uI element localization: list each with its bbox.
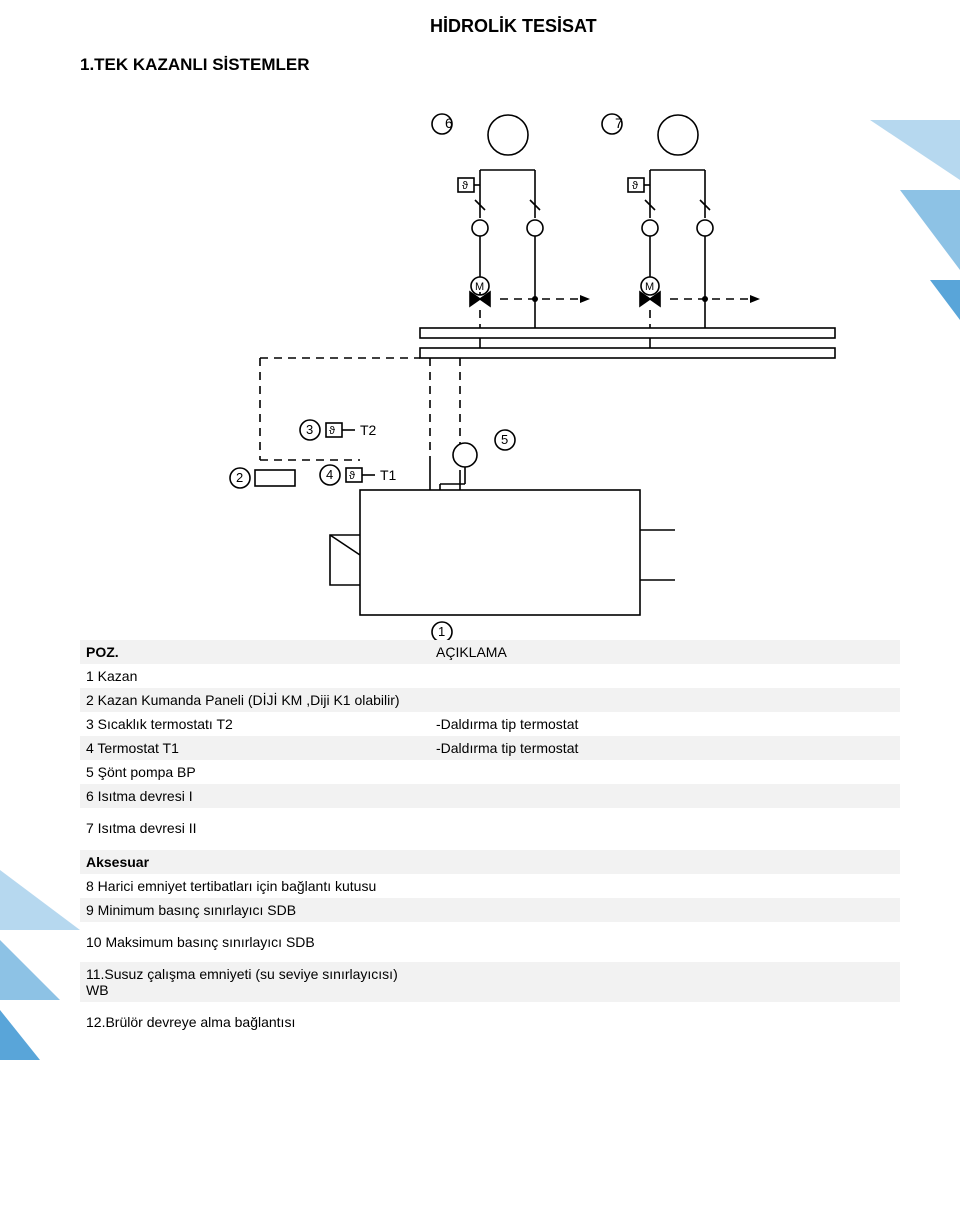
table-cell: 7 Isıtma devresi II — [80, 816, 430, 840]
theta-icon: ϑ — [329, 425, 335, 437]
m-label: M — [645, 281, 654, 293]
table-cell: 2 Kazan Kumanda Paneli (DİJİ KM ,Diji K1… — [80, 688, 430, 712]
theta-icon: ϑ — [349, 470, 355, 482]
svg-text:1: 1 — [438, 624, 445, 639]
t2-label: T2 — [360, 422, 377, 438]
table-cell: 10 Maksimum basınç sınırlayıcı SDB — [80, 930, 430, 954]
table-cell: 8 Harici emniyet tertibatları için bağla… — [80, 874, 430, 898]
table-cell — [430, 784, 900, 808]
table-cell: 11.Susuz çalışma emniyeti (su seviye sın… — [80, 962, 430, 1002]
decor-left — [0, 870, 80, 1070]
label-2: 2 — [236, 470, 243, 485]
table-cell — [430, 664, 900, 688]
table-cell — [430, 962, 900, 1002]
poz-header: POZ. — [80, 640, 430, 664]
label-4: 4 — [326, 467, 333, 482]
table-cell: 12.Brülör devreye alma bağlantısı — [80, 1010, 430, 1034]
label-5: 5 — [501, 432, 508, 447]
table-cell — [430, 816, 900, 840]
table-cell — [430, 930, 900, 954]
table-cell — [430, 760, 900, 784]
table-cell: -Daldırma tip termostat — [430, 712, 900, 736]
theta-icon: ϑ — [462, 180, 468, 192]
table-cell: -Daldırma tip termostat — [430, 736, 900, 760]
aciklama-header: AÇIKLAMA — [430, 640, 900, 664]
table-cell — [430, 1010, 900, 1034]
table-cell: 4 Termostat T1 — [80, 736, 430, 760]
legend-table: POZ. AÇIKLAMA 1 Kazan2 Kazan Kumanda Pan… — [80, 640, 900, 1034]
table-cell — [430, 874, 900, 898]
table-cell: 6 Isıtma devresi I — [80, 784, 430, 808]
page-subtitle: 1.TEK KAZANLI SİSTEMLER — [80, 55, 310, 75]
table-cell: 5 Şönt pompa BP — [80, 760, 430, 784]
table-cell — [430, 898, 900, 922]
hydraulic-diagram: 6 ϑ M — [80, 110, 900, 630]
label-3: 3 — [306, 422, 313, 437]
table-cell: 3 Sıcaklık termostatı T2 — [80, 712, 430, 736]
aksesuar-header: Aksesuar — [80, 850, 900, 874]
table-cell: 1 Kazan — [80, 664, 430, 688]
page-title: HİDROLİK TESİSAT — [430, 16, 597, 37]
table-cell — [430, 688, 900, 712]
table-cell: 9 Minimum basınç sınırlayıcı SDB — [80, 898, 430, 922]
t1-label: T1 — [380, 467, 397, 483]
theta-icon: ϑ — [632, 180, 638, 192]
m-label: M — [475, 281, 484, 293]
